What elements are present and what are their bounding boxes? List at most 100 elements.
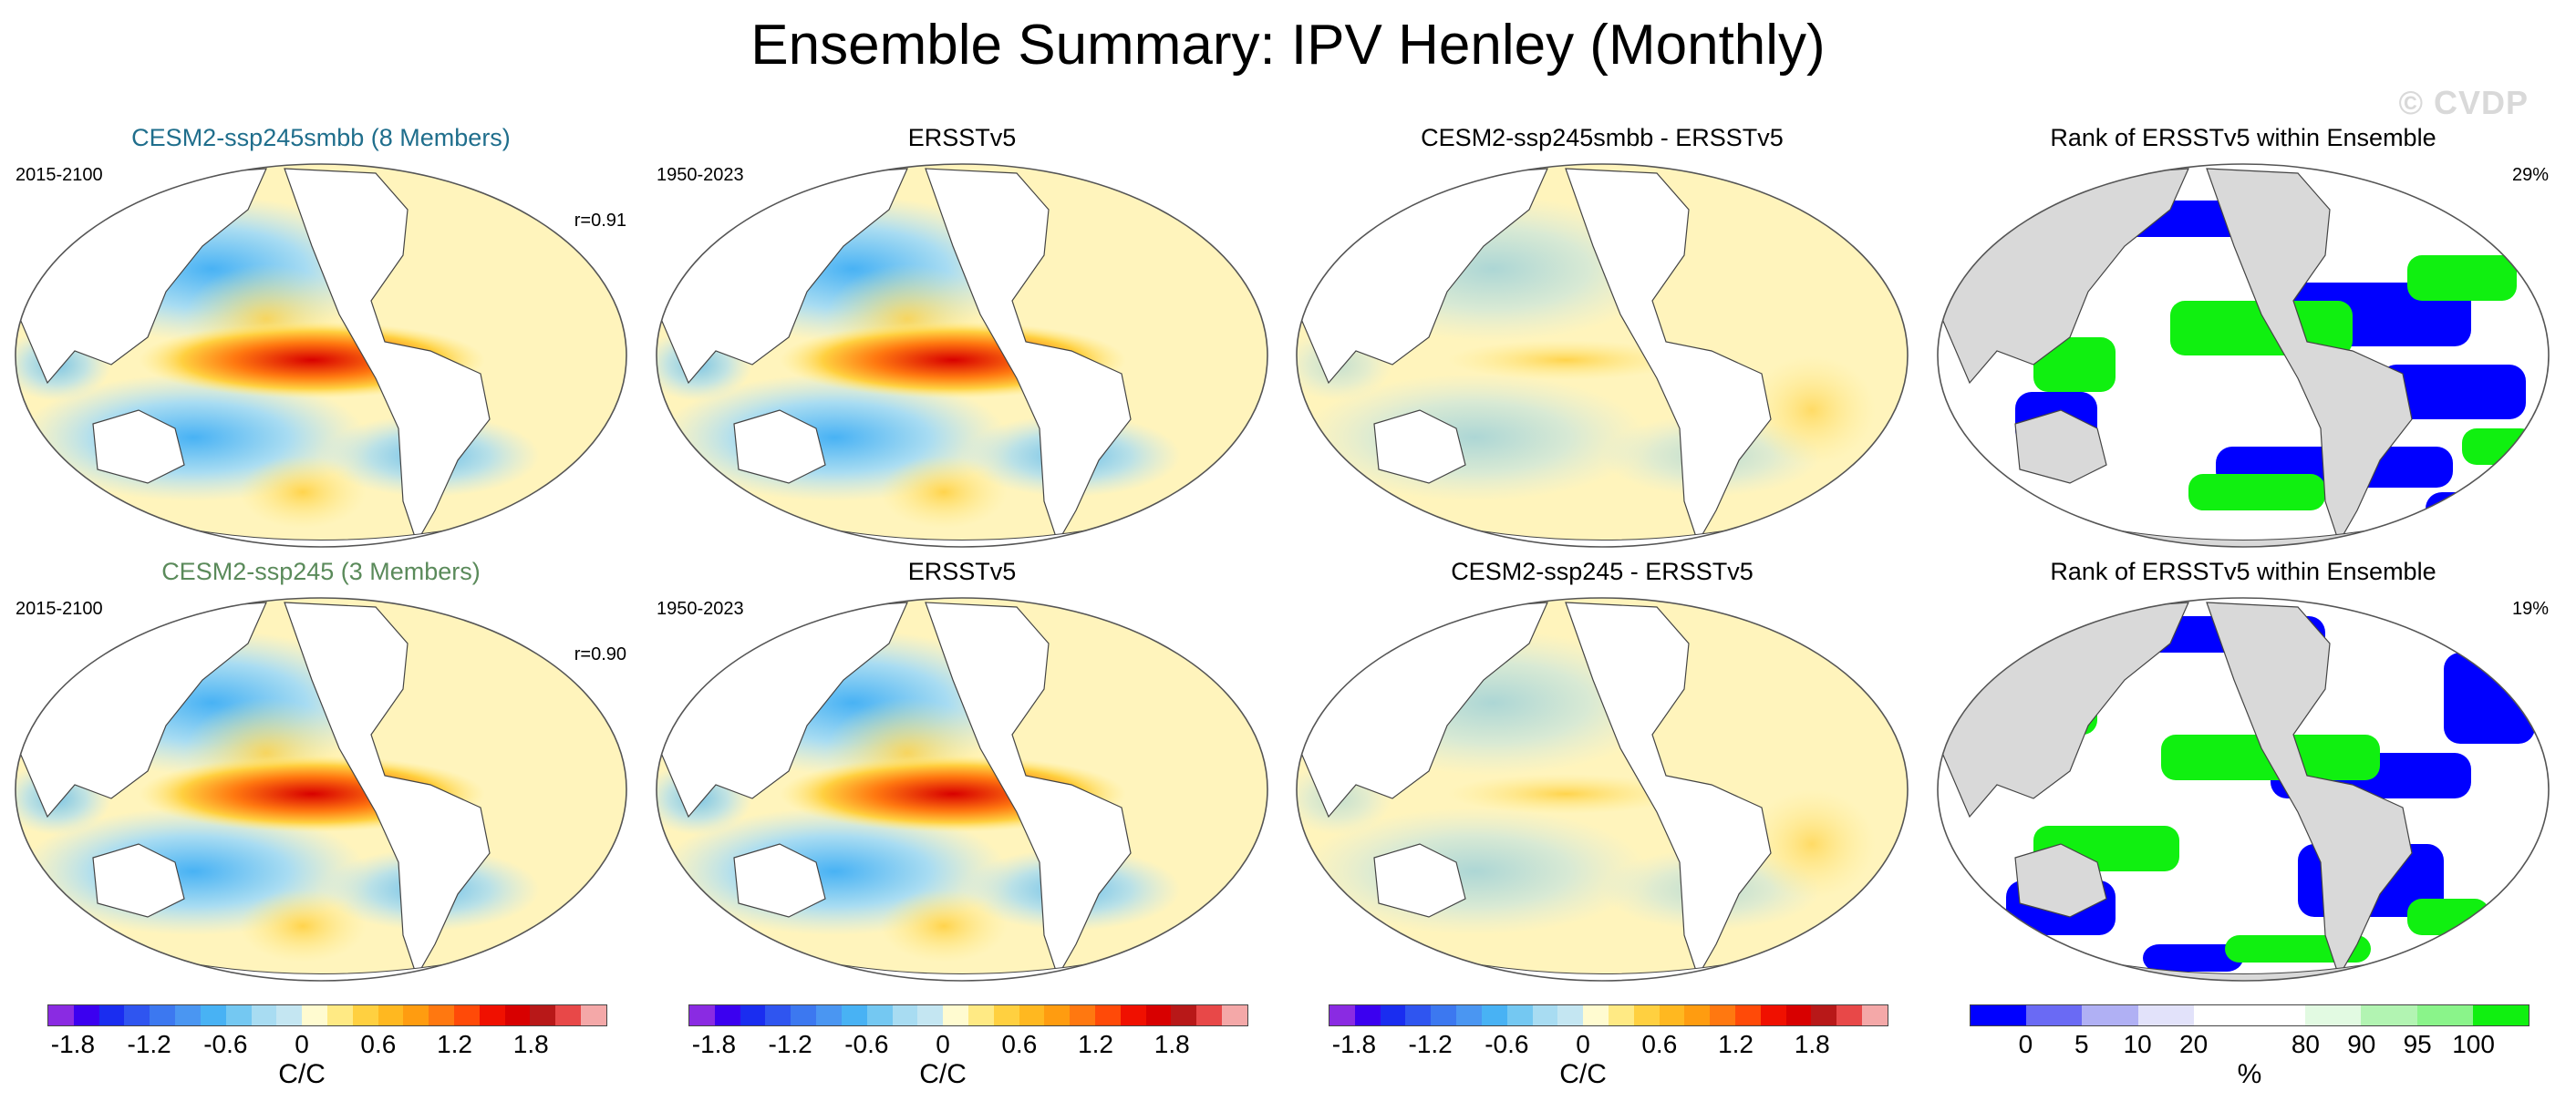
map-panel-6: ERSSTv5 1950-2023 (656, 558, 1268, 982)
australia-landmass (92, 843, 185, 918)
colorbar-tick-label: 1.2 (437, 1030, 472, 1058)
colorbar-swatch (403, 1005, 429, 1025)
map-boundary (1937, 163, 2550, 548)
panel-title: CESM2-ssp245smbb (8 Members) (131, 124, 511, 151)
colorbar-tick-label: -1.2 (1408, 1030, 1453, 1058)
colorbar-swatch (1222, 1005, 1247, 1025)
australia-landmass (2014, 843, 2107, 918)
colorbar-tick-label: -1.2 (127, 1030, 171, 1058)
colorbar-tick-label: 0 (1576, 1030, 1590, 1058)
colorbar-tick-label: -1.8 (1331, 1030, 1377, 1058)
map-boundary (1296, 163, 1909, 548)
colorbar-units: C/C (1559, 1059, 1607, 1089)
colorbar-swatch (1095, 1005, 1121, 1025)
colorbar-tick-label: -0.6 (844, 1030, 889, 1058)
colorbar-tick-label: 80 (2291, 1030, 2320, 1058)
colorbar-swatch (866, 1005, 893, 1025)
colorbar-swatch (1196, 1005, 1223, 1025)
australia-landmass (1373, 409, 1466, 484)
colorbar-swatch (1836, 1005, 1863, 1025)
colorbar-swatch (1145, 1005, 1172, 1025)
colorbar-swatch (302, 1005, 327, 1025)
map-panel-1: CESM2-ssp245smbb (8 Members) 2015-2100 r=0… (15, 124, 627, 548)
colorbar-tick-label: 90 (2347, 1030, 2376, 1058)
colorbar-swatch (2416, 1005, 2473, 1025)
americas-landmass (925, 168, 1132, 544)
colorbar-swatch (429, 1005, 454, 1025)
map-panel-3: CESM2-ssp245smbb - ERSSTv5 (1296, 124, 1909, 548)
colorbar-swatch (1735, 1005, 1761, 1025)
panel-title: Rank of ERSSTv5 within Ensemble (2050, 558, 2436, 585)
panel-years: 1950-2023 (657, 599, 744, 619)
colorbar-swatch (2193, 1005, 2250, 1025)
colorbar-tick-label: -1.2 (768, 1030, 812, 1058)
colorbar-swatch (1431, 1005, 1457, 1025)
colorbar-tick-label: 1.8 (512, 1030, 549, 1058)
colorbar-swatch (2026, 1005, 2083, 1025)
colorbar-swatch (1785, 1005, 1812, 1025)
colorbar-tick-label: 1.2 (1718, 1030, 1754, 1058)
colorbar-obs: -1.8 -1.2 -0.6 0 0.6 1.2 1.8 C/C (688, 1004, 1248, 1096)
figure-title: Ensemble Summary: IPV Henley (Monthly) (750, 14, 1826, 77)
colorbar-swatch (740, 1005, 766, 1025)
americas-landmass (284, 168, 491, 544)
colorbar-swatch (2082, 1005, 2138, 1025)
colorbar-tick-label: 0 (295, 1030, 309, 1058)
colorbar-tick-label: 1.2 (1078, 1030, 1113, 1058)
map-boundary (656, 597, 1268, 982)
map-panel-7: CESM2-ssp245 - ERSSTv5 (1296, 558, 1909, 982)
colorbar-swatch (1171, 1005, 1197, 1025)
panel-years: 2015-2100 (16, 599, 103, 619)
map-boundary (1937, 597, 2550, 982)
map-panel-5: CESM2-ssp245 (3 Members) 2015-2100 r=0.90 (15, 558, 627, 982)
colorbar-tick-label: 95 (2403, 1030, 2432, 1058)
colorbar-diff: -1.8 -1.2 -0.6 0 0.6 1.2 1.8 C/C (1329, 1004, 1888, 1096)
australia-landmass (2014, 409, 2107, 484)
colorbar-swatch (1557, 1005, 1584, 1025)
colorbar-tick-label: 1.8 (1794, 1030, 1830, 1058)
panel-stat: 19% (2512, 599, 2549, 619)
panel-stat: r=0.91 (574, 211, 626, 231)
colorbar-swatch (1329, 1005, 1355, 1025)
americas-landmass (2206, 602, 2413, 978)
panel-title: ERSSTv5 (908, 124, 1017, 151)
map-boundary (15, 597, 627, 982)
map-panel-2: ERSSTv5 1950-2023 (656, 124, 1268, 548)
colorbar-swatch (124, 1005, 150, 1025)
colorbar-swatches (688, 1004, 1248, 1026)
panel-years: 1950-2023 (657, 165, 744, 185)
colorbar-units: C/C (278, 1059, 326, 1089)
colorbar-swatch (1633, 1005, 1660, 1025)
colorbar-swatch (98, 1005, 125, 1025)
colorbar-swatch (2250, 1005, 2306, 1025)
colorbar-units: C/C (919, 1059, 967, 1089)
colorbar-swatch (73, 1005, 99, 1025)
colorbar-swatch (1380, 1005, 1406, 1025)
colorbar-swatch (2137, 1005, 2194, 1025)
colorbar-swatch (1070, 1005, 1095, 1025)
colorbar-swatch (841, 1005, 867, 1025)
colorbar-swatch (2305, 1005, 2362, 1025)
colorbar-swatch (1971, 1005, 2027, 1025)
colorbar-swatches (1970, 1004, 2529, 1026)
colorbar-swatch (1659, 1005, 1685, 1025)
colorbar-swatch (892, 1005, 918, 1025)
colorbar-tick-label: 0.6 (1641, 1030, 1678, 1058)
colorbar-swatch (326, 1005, 353, 1025)
australia-landmass (733, 843, 826, 918)
colorbar-tick-label: 20 (2179, 1030, 2209, 1058)
colorbar-swatch (1506, 1005, 1533, 1025)
colorbar-swatch (454, 1005, 480, 1025)
colorbar-tick-label: 10 (2123, 1030, 2152, 1058)
colorbar-swatch (48, 1005, 74, 1025)
colorbar-swatch (352, 1005, 378, 1025)
colorbar-units: % (2237, 1059, 2262, 1089)
colorbar-swatch (993, 1005, 1019, 1025)
cvdp-watermark: © CVDP (2398, 84, 2529, 121)
colorbar-swatch (1120, 1005, 1146, 1025)
panel-stat: r=0.90 (574, 644, 626, 664)
panel-title: CESM2-ssp245 - ERSSTv5 (1451, 558, 1754, 585)
colorbar-swatch (967, 1005, 994, 1025)
colorbar-swatch (714, 1005, 740, 1025)
